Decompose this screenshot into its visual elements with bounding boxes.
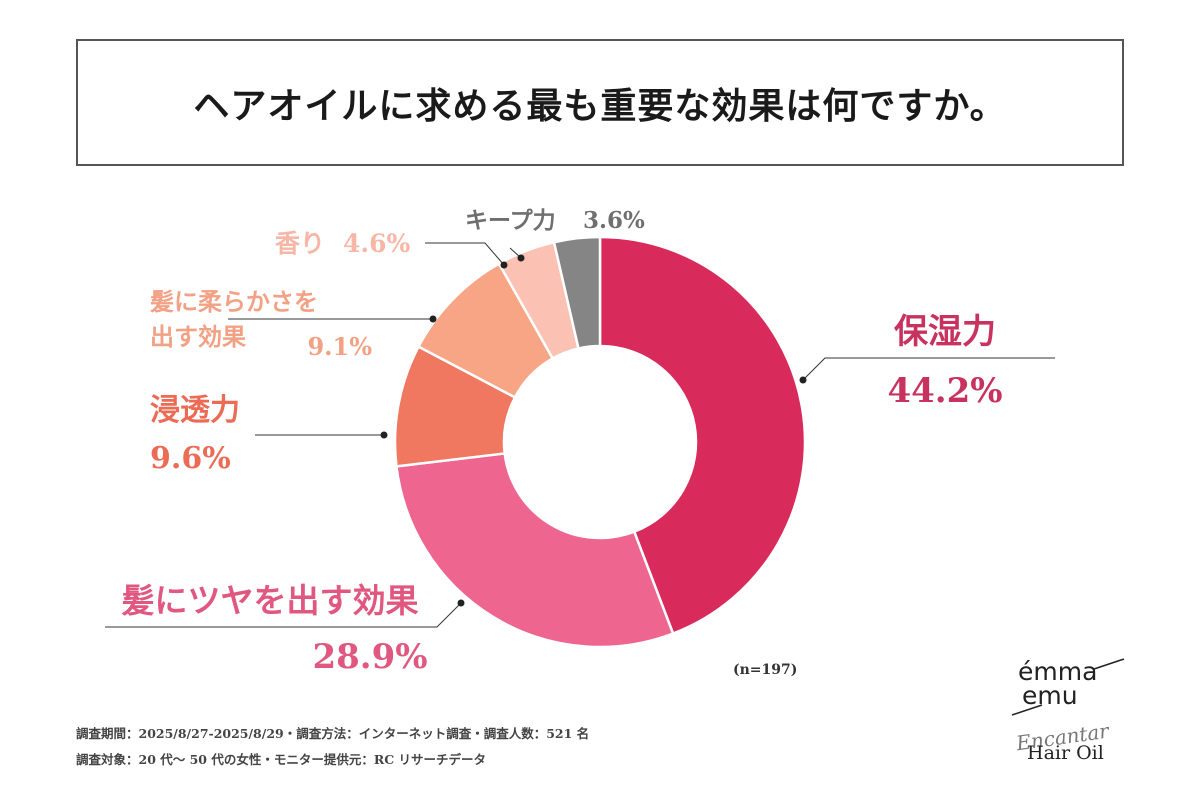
slice-label-3: 髪に柔らかさを出す効果 xyxy=(149,287,318,351)
leader-dot-5 xyxy=(517,254,525,262)
slice-value-3: 9.1% xyxy=(307,332,372,361)
slice-value-2: 9.6% xyxy=(150,441,231,476)
survey-info-line1: 調査期間：2025/8/27-2025/8/29・調査方法：インターネット調査・… xyxy=(76,726,590,741)
donut-slice-1 xyxy=(395,452,675,649)
leader-line-4 xyxy=(425,242,505,266)
leader-dot-1 xyxy=(457,599,465,607)
leader-line-1 xyxy=(105,602,462,628)
title-box: ヘアオイルに求める最も重要な効果は何ですか。 xyxy=(76,39,1124,166)
leader-dot-3 xyxy=(429,315,437,323)
brand-product: Hair Oil xyxy=(1027,742,1104,764)
slice-label-4: 香り xyxy=(275,229,325,258)
leader-dot-4 xyxy=(500,261,508,269)
leader-dot-2 xyxy=(380,431,388,439)
slice-value-4: 4.6% xyxy=(343,229,410,258)
slice-label-1: 髪にツヤを出す効果 xyxy=(122,581,419,620)
slice-label-2: 浸透力 xyxy=(150,393,240,428)
brand-line1: émma xyxy=(1018,657,1098,686)
donut-slice-5 xyxy=(552,235,602,350)
leader-line-0 xyxy=(802,357,1055,381)
brand-accent-lines xyxy=(1011,658,1125,716)
donut-slice-0 xyxy=(598,235,807,636)
sample-size-note: (n=197) xyxy=(733,662,798,678)
slice-value-0: 44.2% xyxy=(887,371,1002,411)
slice-value-1: 28.9% xyxy=(312,637,427,677)
slice-label-0: 保湿力 xyxy=(894,312,996,352)
slice-value-5: 3.6% xyxy=(583,207,645,234)
survey-info-line2: 調査対象：20 代〜 50 代の女性・モニター提供元：RC リサーチデータ xyxy=(76,752,487,767)
chart-title: ヘアオイルに求める最も重要な効果は何ですか。 xyxy=(193,84,1007,127)
brand-line2: emu xyxy=(1022,681,1078,710)
slice-label-5: キープ力 xyxy=(465,207,556,234)
leader-dot-0 xyxy=(799,376,807,384)
brand-logo: émma emu Encantar Hair Oil xyxy=(1002,655,1142,775)
